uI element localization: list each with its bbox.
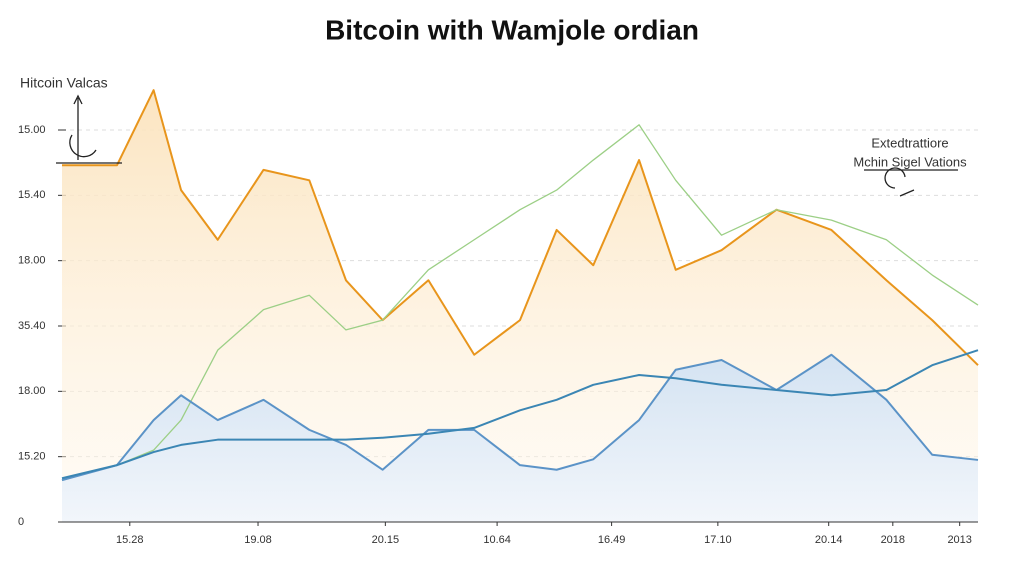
line	[61, 124, 979, 481]
x-tick-label: 17.10	[704, 534, 732, 546]
y-tick-label: 35.40	[18, 320, 46, 332]
x-tick-label: 2018	[881, 534, 905, 546]
x-tick-label: 19.08	[244, 534, 272, 546]
decor-icon	[56, 94, 958, 197]
y-tick-label: 0	[18, 516, 24, 528]
x-tick-label: 15.28	[116, 534, 144, 546]
y-tick-label: 15.20	[18, 451, 46, 463]
line	[61, 349, 979, 480]
line	[61, 353, 979, 482]
area	[62, 354, 978, 522]
x-tick-label: 20.14	[815, 534, 843, 546]
x-tick-label: 16.49	[598, 534, 626, 546]
annotation: Extedtrattiore	[871, 135, 948, 150]
y-tick-label: 18.00	[18, 255, 46, 267]
y-axis-label: Hitcoin Valcas	[20, 75, 108, 91]
y-tick-label: 15.40	[18, 189, 46, 201]
y-tick-label: 18.00	[18, 385, 46, 397]
chart-title: Bitcoin with Wamjole ordian	[325, 14, 699, 45]
x-tick-label: 2013	[947, 534, 971, 546]
line	[62, 89, 979, 366]
x-tick-label: 20.15	[372, 534, 400, 546]
x-tick-label: 10.64	[483, 534, 511, 546]
annotation: Mchin Sigel Vations	[853, 154, 967, 169]
y-tick-label: 15.00	[18, 124, 46, 136]
